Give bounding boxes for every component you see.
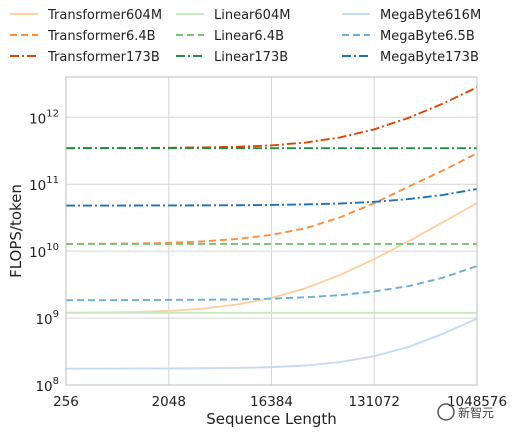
legend-label-Transformer6.4B: Transformer6.4B <box>47 29 156 44</box>
watermark-logo-icon <box>437 403 455 421</box>
legend-label-MegaByte616M: MegaByte616M <box>380 8 481 23</box>
legend-label-Linear173B: Linear173B <box>214 50 288 65</box>
legend-label-Linear6.4B: Linear6.4B <box>214 29 284 44</box>
y-tick-label: 1010 <box>29 242 59 261</box>
x-tick-label: 2048 <box>152 394 186 410</box>
x-tick-label: 131072 <box>348 394 400 410</box>
legend-label-Transformer173B: Transformer173B <box>47 50 160 65</box>
x-tick-label: 1048576 <box>447 394 507 410</box>
x-tick-label: 256 <box>53 394 79 410</box>
legend-label-Linear604M: Linear604M <box>214 8 290 23</box>
y-tick-labels: 108 109 1010 1011 1012 <box>29 108 59 395</box>
plot-frame <box>65 76 478 386</box>
y-tick-label: 1011 <box>29 175 59 194</box>
y-axis-label: FLOPS/token <box>7 184 25 278</box>
y-tick-label: 108 <box>35 376 59 395</box>
legend-label-MegaByte6.5B: MegaByte6.5B <box>380 29 475 44</box>
x-axis-label: Sequence Length <box>206 410 337 428</box>
legend-label-MegaByte173B: MegaByte173B <box>380 50 479 65</box>
y-tick-label: 1012 <box>29 108 59 127</box>
watermark: 新智元 <box>437 403 494 421</box>
series-line-MegaByte6.5B <box>66 265 478 302</box>
series-lines <box>65 86 478 370</box>
series-line-MegaByte173B <box>66 188 478 207</box>
watermark-text: 新智元 <box>458 405 494 420</box>
x-tick-label: 16384 <box>250 394 293 410</box>
y-tick-label: 109 <box>35 309 59 328</box>
legend: Transformer604M Transformer6.4B Transforme… <box>10 8 481 65</box>
x-tick-labels: 256 2048 16384 131072 1048576 <box>53 394 507 410</box>
series-line-MegaByte616M <box>66 317 478 370</box>
legend-label-Transformer604M: Transformer604M <box>47 8 162 23</box>
